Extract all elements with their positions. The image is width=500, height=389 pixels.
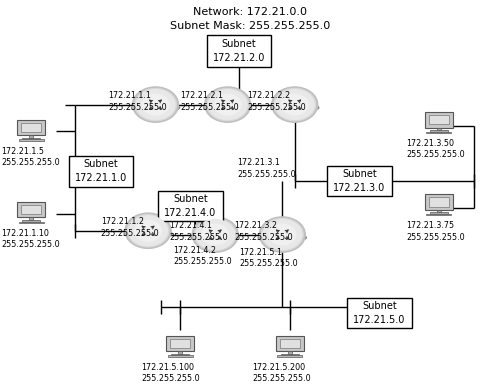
FancyBboxPatch shape [429,197,449,207]
FancyBboxPatch shape [178,351,182,354]
FancyBboxPatch shape [426,132,452,133]
Text: 172.21.5.100
255.255.255.0: 172.21.5.100 255.255.255.0 [142,363,200,383]
FancyBboxPatch shape [168,356,193,357]
FancyBboxPatch shape [280,354,299,356]
FancyBboxPatch shape [21,205,41,214]
Text: Subnet
172.21.2.0: Subnet 172.21.2.0 [213,39,265,63]
Circle shape [125,213,171,249]
Circle shape [136,90,175,119]
Circle shape [208,90,247,119]
FancyBboxPatch shape [425,112,453,128]
Text: 172.21.1.10
255.255.255.0: 172.21.1.10 255.255.255.0 [2,229,60,249]
Circle shape [196,220,234,249]
Text: 172.21.3.2
255.255.255.0: 172.21.3.2 255.255.255.0 [234,221,292,242]
FancyBboxPatch shape [426,214,452,215]
FancyBboxPatch shape [425,194,453,210]
Circle shape [132,87,178,122]
FancyBboxPatch shape [166,336,194,351]
FancyBboxPatch shape [18,202,45,217]
Circle shape [206,89,248,121]
FancyBboxPatch shape [429,115,449,124]
Text: 172.21.1.1
255.255.255.0: 172.21.1.1 255.255.255.0 [108,91,167,112]
Circle shape [128,216,168,245]
Text: 172.21.2.2
255.255.255.0: 172.21.2.2 255.255.255.0 [248,91,306,112]
Text: 172.21.1.5
255.255.255.0: 172.21.1.5 255.255.255.0 [2,147,60,167]
Circle shape [192,217,238,252]
Circle shape [194,219,236,251]
Circle shape [204,87,250,122]
Text: Subnet
172.21.1.0: Subnet 172.21.1.0 [74,159,127,184]
Text: 172.21.4.2
255.255.255.0: 172.21.4.2 255.255.255.0 [173,246,232,266]
FancyBboxPatch shape [22,220,40,222]
Text: Subnet
172.21.4.0: Subnet 172.21.4.0 [164,194,216,218]
FancyBboxPatch shape [430,212,448,214]
Circle shape [127,215,169,247]
Text: 172.21.3.1
255.255.255.0: 172.21.3.1 255.255.255.0 [238,158,296,179]
FancyBboxPatch shape [276,336,303,351]
FancyBboxPatch shape [327,166,392,196]
Circle shape [282,94,308,115]
FancyBboxPatch shape [29,135,34,138]
FancyBboxPatch shape [170,338,190,348]
Circle shape [142,94,169,115]
FancyBboxPatch shape [29,217,34,220]
Ellipse shape [270,103,319,112]
Text: Subnet
172.21.3.0: Subnet 172.21.3.0 [334,169,386,193]
FancyBboxPatch shape [206,35,272,67]
Ellipse shape [204,103,252,112]
Circle shape [269,224,295,245]
Text: 172.21.5.200
255.255.255.0: 172.21.5.200 255.255.255.0 [252,363,311,383]
FancyBboxPatch shape [430,130,448,132]
Circle shape [260,217,306,252]
Text: Network: 172.21.0.0
Subnet Mask: 255.255.255.0: Network: 172.21.0.0 Subnet Mask: 255.255… [170,7,330,31]
FancyBboxPatch shape [68,156,133,187]
Circle shape [276,90,314,119]
Ellipse shape [258,233,306,242]
Circle shape [134,221,162,241]
FancyBboxPatch shape [288,351,292,354]
FancyBboxPatch shape [18,139,44,141]
FancyBboxPatch shape [437,128,441,130]
Circle shape [214,94,241,115]
Text: 172.21.2.1
255.255.255.0: 172.21.2.1 255.255.255.0 [180,91,239,112]
FancyBboxPatch shape [172,354,190,356]
FancyBboxPatch shape [21,123,41,132]
Text: 172.21.1.2
255.255.255.0: 172.21.1.2 255.255.255.0 [101,217,160,238]
FancyBboxPatch shape [277,356,302,357]
Text: 172.21.4.1
255.255.255.0: 172.21.4.1 255.255.255.0 [169,221,228,242]
Ellipse shape [191,233,239,242]
FancyBboxPatch shape [18,120,45,135]
Circle shape [263,220,302,249]
Text: Subnet
172.21.5.0: Subnet 172.21.5.0 [353,301,406,325]
FancyBboxPatch shape [347,298,412,328]
FancyBboxPatch shape [22,138,40,139]
Circle shape [272,87,318,122]
Ellipse shape [124,230,172,238]
Text: 172.21.3.50
255.255.255.0: 172.21.3.50 255.255.255.0 [406,139,465,159]
FancyBboxPatch shape [18,222,44,223]
Ellipse shape [132,103,180,112]
Text: 172.21.5.1
255.255.255.0: 172.21.5.1 255.255.255.0 [239,248,298,268]
FancyBboxPatch shape [158,191,222,221]
Circle shape [134,89,176,121]
FancyBboxPatch shape [280,338,300,348]
Circle shape [262,219,303,251]
FancyBboxPatch shape [437,210,441,212]
Circle shape [274,89,316,121]
Circle shape [202,224,228,245]
Text: 172.21.3.75
255.255.255.0: 172.21.3.75 255.255.255.0 [406,221,465,242]
